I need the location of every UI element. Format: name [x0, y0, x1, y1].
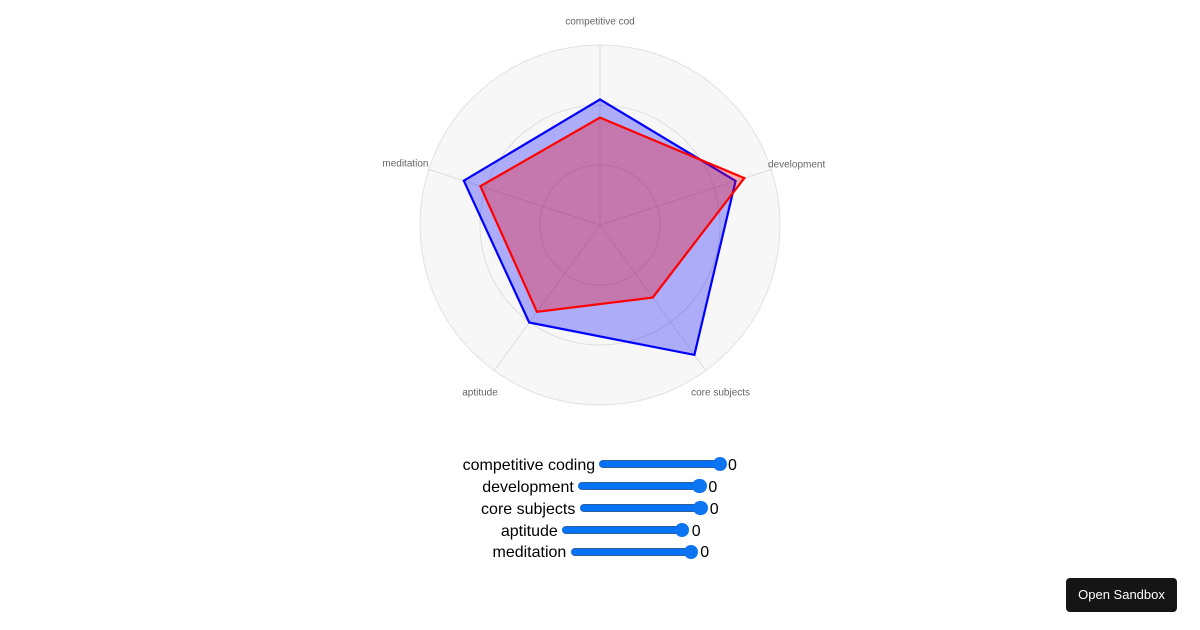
svg-text:meditation: meditation — [382, 159, 428, 170]
svg-text:development: development — [768, 160, 825, 171]
svg-text:core subjects: core subjects — [691, 388, 750, 399]
svg-text:competitive cod: competitive cod — [565, 17, 634, 28]
svg-text:aptitude: aptitude — [462, 388, 498, 399]
